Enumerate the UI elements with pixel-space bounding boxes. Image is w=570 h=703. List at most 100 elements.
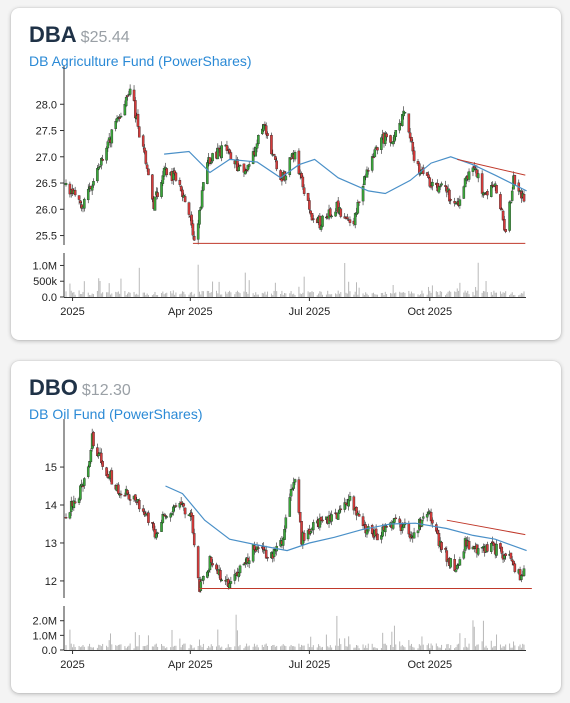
candle-body bbox=[97, 167, 100, 170]
candle-body bbox=[348, 496, 352, 501]
candlestick bbox=[192, 528, 196, 548]
candlestick bbox=[101, 460, 104, 470]
candlestick bbox=[119, 490, 123, 499]
candle-body bbox=[403, 111, 407, 114]
candlestick bbox=[128, 494, 132, 506]
price-tick-label: 14 bbox=[45, 500, 57, 512]
candlestick bbox=[132, 85, 136, 102]
price-tick-label: 26.5 bbox=[36, 178, 57, 190]
candle-body bbox=[329, 208, 332, 217]
candle-body bbox=[480, 173, 484, 194]
candlestick bbox=[220, 578, 223, 582]
candlestick bbox=[453, 554, 456, 572]
candle-body bbox=[192, 533, 196, 546]
candle-body bbox=[86, 466, 90, 477]
candle-body bbox=[100, 452, 103, 464]
price-tick-label: 28.0 bbox=[36, 99, 57, 111]
candlestick bbox=[68, 181, 72, 198]
candle-body bbox=[79, 200, 82, 204]
candle-body bbox=[77, 195, 81, 200]
candle-body bbox=[237, 166, 241, 172]
candle-body bbox=[115, 118, 119, 122]
trend-line bbox=[446, 519, 526, 536]
candlestick bbox=[225, 140, 229, 154]
candlestick bbox=[385, 131, 388, 141]
candlestick bbox=[440, 181, 443, 187]
candlestick bbox=[199, 576, 203, 593]
candlestick bbox=[297, 148, 301, 176]
candlestick bbox=[476, 169, 480, 183]
fund-name-link[interactable]: DB Oil Fund (PowerShares) bbox=[29, 406, 203, 422]
candlestick bbox=[83, 197, 86, 212]
candle-body bbox=[389, 135, 392, 143]
candle-body bbox=[440, 542, 443, 550]
candlestick bbox=[161, 511, 165, 524]
candlestick bbox=[410, 136, 413, 143]
candle-body bbox=[182, 503, 186, 507]
candle-body bbox=[483, 193, 487, 195]
candle-body bbox=[127, 494, 131, 500]
time-tick-label: 2025 bbox=[60, 306, 84, 318]
candlestick bbox=[309, 530, 312, 536]
candlestick bbox=[445, 546, 449, 567]
price-chart[interactable]: 12 13 14 15 0.0 1.0M 2.0M 2025 Apr 2025 Jul 2025 O… bbox=[11, 361, 561, 693]
candle-body bbox=[257, 134, 260, 145]
ticker-symbol[interactable]: DBO bbox=[29, 375, 78, 400]
candlestick bbox=[72, 495, 76, 511]
candlestick bbox=[408, 127, 412, 143]
price-chart[interactable]: 25.5 26.0 26.5 27.0 27.5 28.0 0.0 500k 1.0M 2025 A… bbox=[11, 8, 561, 340]
candlestick bbox=[467, 168, 471, 183]
candlestick bbox=[336, 510, 340, 520]
candle-body bbox=[90, 185, 94, 191]
candlestick bbox=[97, 163, 100, 171]
candle-body bbox=[312, 522, 315, 531]
candlestick bbox=[200, 186, 204, 209]
volume-bars bbox=[65, 262, 525, 297]
candle-body bbox=[206, 162, 209, 184]
price-tick-label: 15 bbox=[45, 462, 57, 474]
candle-body bbox=[318, 215, 322, 229]
candlestick bbox=[454, 569, 458, 573]
candle-body bbox=[490, 185, 493, 197]
candle-body bbox=[161, 175, 165, 184]
candle-body bbox=[284, 175, 288, 181]
candle-body bbox=[458, 199, 462, 206]
candle-body bbox=[499, 543, 502, 549]
candlestick bbox=[128, 84, 132, 97]
candlestick bbox=[462, 185, 466, 200]
candlestick bbox=[68, 511, 72, 520]
moving-average-line bbox=[165, 485, 527, 552]
volume-tick-label: 500k bbox=[33, 276, 57, 288]
candlestick bbox=[318, 513, 322, 531]
ticker-symbol[interactable]: DBA bbox=[29, 22, 77, 47]
candle-body bbox=[134, 494, 137, 501]
candlestick bbox=[462, 549, 466, 560]
candle-body bbox=[160, 182, 163, 197]
candlestick bbox=[330, 214, 333, 219]
candlestick bbox=[247, 161, 251, 169]
candle-body bbox=[86, 188, 90, 201]
candlestick bbox=[308, 197, 311, 213]
candle-body bbox=[147, 512, 150, 523]
candlestick bbox=[416, 529, 420, 538]
candlestick bbox=[458, 556, 462, 566]
candle-body bbox=[257, 547, 260, 549]
candlestick bbox=[90, 183, 94, 195]
candlestick bbox=[118, 114, 121, 122]
candle-body bbox=[495, 185, 498, 194]
candle-body bbox=[416, 161, 420, 165]
candle-body bbox=[321, 519, 324, 522]
candle-body bbox=[288, 497, 292, 517]
time-tick-label: Oct 2025 bbox=[407, 306, 452, 318]
candle-body bbox=[509, 552, 513, 559]
candlestick bbox=[238, 164, 242, 167]
fund-name-link[interactable]: DB Agriculture Fund (PowerShares) bbox=[29, 53, 252, 69]
candle-body bbox=[347, 499, 350, 507]
candle-body bbox=[520, 574, 523, 580]
candle-body bbox=[440, 183, 443, 186]
candle-body bbox=[264, 125, 268, 135]
candle-body bbox=[106, 141, 110, 149]
candlestick bbox=[283, 525, 286, 540]
candlestick bbox=[144, 150, 148, 166]
candle-body bbox=[321, 215, 324, 227]
